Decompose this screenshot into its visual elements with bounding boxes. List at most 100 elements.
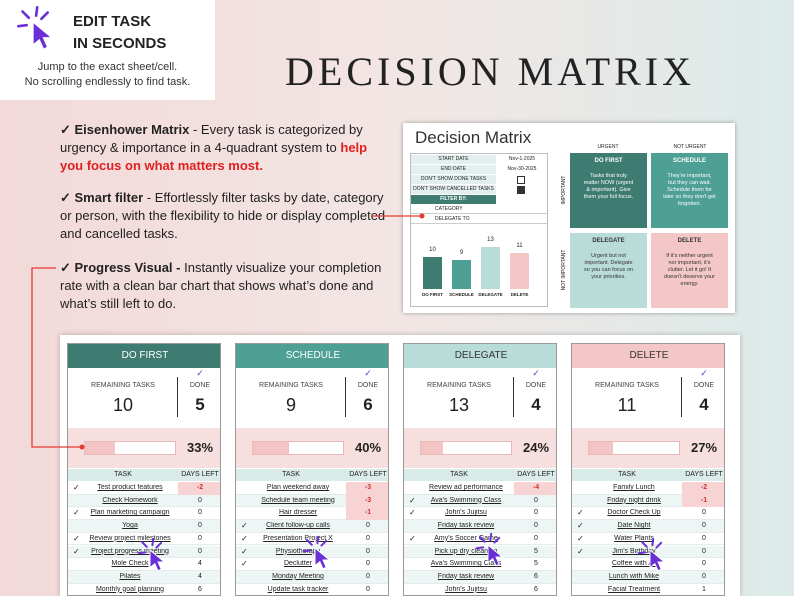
remaining-label: REMAINING TASKS [595, 382, 659, 389]
feature: ✓ Progress Visual - Instantly visualize … [60, 259, 386, 313]
remaining-label: REMAINING TASKS [91, 382, 155, 389]
task-name: Coffee with Ali [611, 560, 657, 568]
days-left: -2 [682, 482, 724, 495]
done-check: ✓ [700, 368, 708, 378]
task-name: Client follow-up calls [266, 522, 330, 530]
dashboard-preview: Decision Matrix START DATE Nov-1-2025 END D… [403, 123, 735, 313]
task-check: ✓ [577, 533, 584, 543]
task-row [68, 583, 220, 595]
task-row [68, 507, 220, 521]
progress-track [588, 441, 680, 455]
column-header: DO FIRST [68, 344, 220, 368]
days-left: 0 [366, 572, 370, 580]
remaining-count: 10 [112, 395, 134, 415]
feature-text: - Effortlessly filter tasks by date, cat… [60, 190, 386, 241]
progress-fill [85, 442, 115, 454]
page-title: DECISION MATRIX [285, 49, 695, 94]
progress-fill [253, 442, 289, 454]
column-header: DELEGATE [404, 344, 556, 368]
callout: EDIT TASK IN SECONDS Jump to the exact s… [0, 0, 215, 100]
task-name: Doctor Check Up [607, 509, 661, 517]
task-check: ✓ [241, 521, 248, 531]
remaining-count: 11 [617, 395, 637, 415]
bar-value: 10 [429, 246, 436, 253]
task-check: ✓ [73, 546, 80, 556]
column-header: DELETE [572, 344, 724, 368]
progress-track [252, 441, 344, 455]
table-header [404, 469, 556, 481]
days-left: 0 [366, 547, 370, 555]
task-row [572, 583, 724, 595]
table-header [572, 469, 724, 481]
task-row [404, 494, 556, 508]
quadrant-column: SCHEDULE REMAINING TASKS 9 ✓ DONE 6 40% TASK DAY… [235, 343, 389, 596]
done-count: 4 [531, 395, 541, 414]
axis-label: URGENT [597, 144, 619, 150]
divider [681, 377, 682, 417]
done-label: DONE [693, 382, 715, 389]
task-name: Review ad performance [429, 484, 503, 491]
feature: ✓ Smart filter - Effortlessly filter tas… [60, 189, 386, 243]
task-name: Schedule team meeting [261, 496, 335, 504]
feature: ✓ Eisenhower Matrix - Every task is cate… [60, 121, 386, 175]
percent-label: 27% [690, 440, 718, 455]
bar-value: 11 [516, 243, 523, 250]
preview-title: Decision Matrix [415, 128, 532, 147]
task-name: Physiotherapy [275, 547, 321, 555]
filter-value: Nov-1-2025 [508, 156, 536, 162]
callout-title: EDIT TASK IN SECONDS [73, 11, 166, 55]
days-left: 5 [534, 560, 538, 568]
task-row [572, 570, 724, 584]
quadrant-text: They're important, but they can wait. Sc… [663, 173, 716, 207]
done-count: 5 [195, 395, 205, 414]
task-check: ✓ [73, 508, 80, 518]
days-left: 0 [366, 585, 370, 593]
days-left: 0 [702, 572, 706, 580]
filter-label: END DATE [411, 165, 496, 174]
task-name: Ava's Swimming Class [430, 496, 502, 504]
quadrant-column: DO FIRST REMAINING TASKS 10 ✓ DONE 5 33% TASK DA… [67, 343, 221, 596]
task-name: Update task tracker [267, 585, 329, 593]
task-board: DO FIRST REMAINING TASKS 10 ✓ DONE 5 33% TASK DA… [60, 335, 740, 596]
bar-label: DO FIRST [422, 292, 443, 297]
days-left: 0 [366, 534, 370, 542]
days-left: 0 [534, 534, 538, 542]
features: ✓ Eisenhower Matrix - Every task is cate… [60, 121, 386, 313]
task-name: Yoga [122, 522, 138, 530]
task-name: Pick up dry cleaning [434, 547, 498, 555]
filter-label: DON'T SHOW CANCELLED TASKS [411, 185, 496, 194]
days-left: 1 [702, 585, 706, 593]
bar [452, 259, 471, 289]
days-left: 0 [702, 560, 706, 568]
remaining-label: REMAINING TASKS [259, 382, 323, 389]
callout-text: Jump to the exact sheet/cell. No scrolli… [0, 60, 215, 90]
days-header: DAYS LEFT [685, 471, 723, 478]
progress-fill [421, 442, 443, 454]
quadrant-text: If it's neither urgent nor important, it… [664, 253, 715, 287]
quadrant: DELETE If it's neither urgent nor importa… [651, 233, 728, 308]
divider [513, 377, 514, 417]
callout-title-line: EDIT TASK [73, 13, 152, 30]
days-left: 0 [702, 509, 706, 517]
percent-label: 24% [522, 440, 550, 455]
feature-heading: ✓ Eisenhower Matrix [60, 122, 190, 137]
days-left: 0 [198, 534, 202, 542]
days-left: 0 [534, 509, 538, 517]
quadrant-column: DELEGATE REMAINING TASKS 13 ✓ DONE 4 24% TASK DA… [403, 343, 557, 596]
done-check: ✓ [364, 368, 372, 378]
task-name: Test product features [97, 484, 163, 491]
task-name: Mole Check [111, 560, 149, 568]
remaining-label: REMAINING TASKS [427, 382, 491, 389]
task-header: TASK [282, 471, 300, 478]
task-name: Friday task review [437, 572, 495, 580]
days-left: 0 [198, 496, 202, 504]
task-check: ✓ [409, 495, 416, 505]
task-name: Friday night drink [607, 496, 661, 504]
checkbox-checked [517, 186, 525, 194]
percent-label: 33% [186, 440, 214, 455]
progress-fill [589, 442, 614, 454]
feature-highlight: help you focus on what matters most. [60, 140, 368, 173]
bar-value: 13 [487, 237, 494, 243]
bar [423, 256, 442, 289]
